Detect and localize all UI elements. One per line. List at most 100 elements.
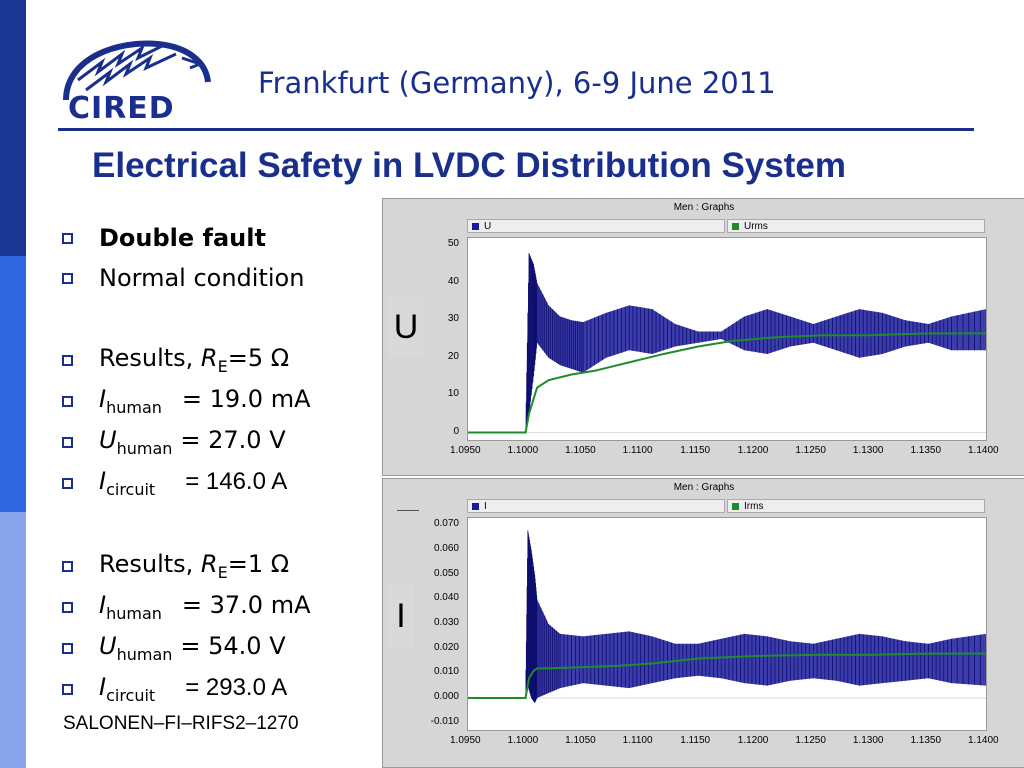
x-tick-label: 1.1000 bbox=[507, 735, 539, 746]
legend-swatch-icon bbox=[732, 222, 739, 230]
graph-title: Men : Graphs bbox=[673, 202, 735, 213]
x-tick-label: 1.1250 bbox=[795, 445, 826, 456]
voltage-graph-panel: Men : Graphs U Urms 50 40 30 20 10 0 1.0950 1.1… bbox=[382, 198, 1024, 476]
y-tick-label: 0.020 bbox=[433, 641, 459, 653]
bullet-subscript: human bbox=[116, 438, 173, 458]
bullet-value: =5 Ω bbox=[227, 344, 290, 373]
x-tick-label: 1.1000 bbox=[507, 445, 539, 456]
bullet-value: = 37.0 mA bbox=[181, 591, 311, 620]
y-tick-label: 0.040 bbox=[433, 592, 459, 604]
reference-code: SALONEN–FI–RIFS2–1270 bbox=[63, 713, 299, 734]
bullet-item: Ihuman = 37.0 mA bbox=[62, 587, 311, 627]
legend-label: Urms bbox=[744, 220, 768, 232]
voltage-side-label: U bbox=[388, 296, 424, 358]
bullet-item: Uhuman = 27.0 V bbox=[62, 422, 286, 462]
y-tick-label: -0.010 bbox=[430, 715, 459, 727]
legend-irms: Irms bbox=[727, 499, 985, 513]
bullet-square-icon bbox=[62, 477, 73, 489]
accent-bar-bottom bbox=[0, 512, 26, 768]
bullet-square-icon bbox=[62, 232, 73, 244]
bullet-item: Icircuit = 146.0 A bbox=[62, 463, 287, 503]
bullet-subscript: circuit bbox=[106, 685, 156, 705]
bullet-item: Results, RE=1 Ω bbox=[62, 546, 289, 586]
x-tick-label: 1.1400 bbox=[968, 445, 999, 456]
event-header: Frankfurt (Germany), 6-9 June 2011 bbox=[258, 66, 776, 100]
x-tick-label: 1.0950 bbox=[450, 735, 481, 746]
x-tick-label: 1.1100 bbox=[622, 445, 653, 456]
x-tick-label: 1.1350 bbox=[910, 445, 942, 456]
legend-swatch-icon bbox=[472, 222, 479, 230]
bullet-square-icon bbox=[62, 395, 73, 407]
x-tick-label: 1.1150 bbox=[680, 735, 711, 746]
plot-traces bbox=[468, 530, 986, 703]
voltage-plot-area bbox=[467, 237, 987, 441]
x-tick-label: 1.1100 bbox=[622, 735, 653, 746]
x-tick-label: 1.1150 bbox=[680, 445, 711, 456]
legend-swatch-icon bbox=[732, 502, 739, 510]
bullet-prefix: Results, bbox=[99, 550, 201, 579]
graph-title: Men : Graphs bbox=[673, 482, 735, 493]
bullet-item: Ihuman = 19.0 mA bbox=[62, 381, 311, 421]
x-tick-label: 1.1300 bbox=[852, 445, 884, 456]
bullet-square-icon bbox=[62, 354, 73, 366]
bullet-square-icon bbox=[62, 601, 73, 613]
bullet-item: Icircuit = 293.0 A bbox=[62, 669, 287, 709]
bullet-item: Normal condition bbox=[62, 258, 304, 298]
y-tick-label: 20 bbox=[447, 350, 459, 362]
legend-dash bbox=[397, 510, 419, 511]
series-line-irms bbox=[468, 652, 986, 699]
bullet-value: = 19.0 mA bbox=[181, 385, 311, 414]
plot-traces bbox=[468, 252, 986, 434]
current-side-label: I bbox=[388, 585, 414, 647]
bullet-square-icon bbox=[62, 642, 73, 654]
bullet-subscript: human bbox=[116, 644, 173, 664]
series-band-i bbox=[468, 530, 986, 703]
x-tick-label: 1.1400 bbox=[968, 735, 999, 746]
accent-bar-top bbox=[0, 0, 26, 256]
current-graph-panel: Men : Graphs I Irms 0.070 0.060 0.050 0.040… bbox=[382, 478, 1024, 768]
bullet-value: = 146.0 A bbox=[185, 468, 288, 496]
legend-label: U bbox=[484, 220, 492, 232]
cired-logo: CIRED bbox=[63, 40, 211, 124]
current-plot-area bbox=[467, 517, 987, 731]
y-tick-label: 0.060 bbox=[433, 543, 459, 555]
bullet-value: =1 Ω bbox=[227, 550, 290, 579]
y-tick-label: 40 bbox=[447, 275, 459, 287]
legend-label: I bbox=[484, 500, 487, 512]
x-tick-label: 1.1200 bbox=[737, 445, 769, 456]
accent-bar-middle bbox=[0, 256, 26, 512]
y-tick-label: 0 bbox=[453, 425, 459, 437]
bullet-variable: R bbox=[200, 550, 218, 579]
bullet-subscript: human bbox=[106, 397, 162, 417]
bullet-item: Uhuman = 54.0 V bbox=[62, 628, 286, 668]
bullet-value: = 293.0 A bbox=[185, 674, 288, 702]
y-tick-label: 30 bbox=[447, 313, 459, 325]
x-tick-label: 1.1250 bbox=[795, 735, 826, 746]
bullet-square-icon bbox=[62, 683, 73, 695]
y-tick-label: 50 bbox=[447, 238, 459, 250]
y-tick-label: 0.000 bbox=[433, 690, 459, 702]
bullet-subscript: E bbox=[217, 562, 228, 582]
series-line-urms bbox=[468, 332, 986, 434]
legend-u: U bbox=[467, 219, 725, 233]
bullet-square-icon bbox=[62, 436, 73, 448]
bullet-prefix: Results, bbox=[99, 344, 201, 373]
x-tick-label: 1.1050 bbox=[565, 445, 596, 456]
bullet-subscript: human bbox=[106, 603, 162, 623]
bullet-text: Normal condition bbox=[99, 264, 305, 292]
x-tick-label: 1.0950 bbox=[450, 445, 481, 456]
bullet-variable: I bbox=[99, 591, 107, 620]
legend-urms: Urms bbox=[727, 219, 985, 233]
bullet-variable: I bbox=[99, 673, 107, 702]
legend-label: Irms bbox=[744, 500, 764, 512]
bullet-value: = 54.0 V bbox=[180, 632, 286, 661]
y-tick-label: 0.050 bbox=[433, 567, 459, 579]
y-tick-label: 0.030 bbox=[433, 617, 459, 628]
y-tick-label: 0.010 bbox=[433, 666, 459, 678]
slide-title: Electrical Safety in LVDC Distribution S… bbox=[92, 146, 846, 185]
x-tick-label: 1.1050 bbox=[565, 735, 596, 746]
y-tick-label: 10 bbox=[447, 388, 459, 400]
header-divider bbox=[58, 128, 974, 131]
logo-text: CIRED bbox=[68, 91, 175, 124]
bullet-value: = 27.0 V bbox=[180, 426, 286, 455]
